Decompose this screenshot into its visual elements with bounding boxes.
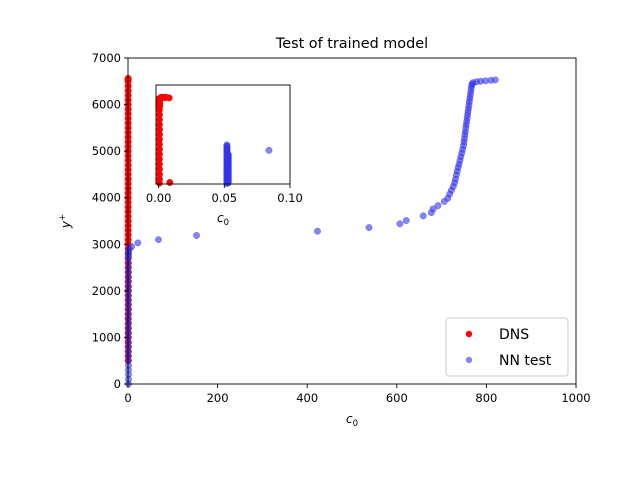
x-tick-label: 800: [475, 391, 497, 405]
inset-point-nn-test: [223, 141, 231, 149]
main-y-label-sup: +: [58, 214, 68, 221]
legend-marker-nn-test: [465, 356, 473, 364]
point-nn-test: [396, 220, 404, 228]
x-tick-label: 0: [124, 391, 131, 405]
inset-x-axis-label: c0: [217, 211, 229, 228]
main-y-axis-label: y+: [58, 214, 73, 229]
inset-plot-points: [155, 93, 273, 187]
y-tick-label: 7000: [92, 51, 121, 65]
y-tick-label: 3000: [92, 237, 121, 251]
inset-point-nn-test: [265, 146, 273, 154]
inset-background: [156, 85, 290, 184]
point-nn-test: [193, 231, 200, 239]
main-x-axis-label: c0: [346, 412, 358, 429]
x-tick-label: 600: [386, 391, 408, 405]
inset-axes-frame: [155, 84, 291, 185]
inset-point-dns: [166, 179, 174, 186]
y-tick-label: 6000: [92, 98, 121, 112]
main-x-label-sub: 0: [353, 419, 358, 429]
inset-point-dns: [165, 94, 173, 102]
legend-label-nn-test: NN test: [499, 353, 552, 369]
inset-point-nn-test: [224, 150, 232, 158]
inset-x-label-sub: 0: [224, 218, 229, 228]
inset-x-tick-label: 0.00: [146, 191, 172, 205]
y-tick-label: 4000: [92, 191, 121, 205]
y-tick-label: 1000: [92, 330, 121, 344]
point-nn-test: [434, 202, 442, 210]
point-nn-test: [491, 76, 499, 84]
point-nn-test: [402, 217, 410, 224]
main-axes-frame: [127, 57, 577, 385]
legend-marker-dns: [465, 330, 473, 338]
chart-title: Test of trained model: [275, 36, 428, 52]
main-y-ticks: 0 1000 2000 3000 4000 5000 6000 7000: [92, 51, 128, 391]
point-nn-test: [365, 224, 373, 231]
legend-label-dns: DNS: [499, 327, 529, 343]
point-nn-test: [128, 243, 136, 251]
inset-x-label-base: c: [217, 211, 224, 225]
x-tick-label: 1000: [561, 391, 590, 405]
main-x-label-base: c: [346, 412, 353, 426]
inset-x-ticks: 0.00 0.05 0.10: [146, 184, 303, 205]
point-nn-test: [429, 205, 437, 213]
point-nn-test: [134, 239, 142, 247]
main-chart: Test of trained model 0 200 400 600 800 1000 …: [58, 36, 591, 429]
legend-box: [445, 317, 569, 377]
inset-x-tick-label: 0.10: [277, 191, 303, 205]
y-tick-label: 0: [114, 377, 121, 391]
y-tick-label: 5000: [92, 144, 121, 158]
y-tick-label: 2000: [92, 284, 121, 298]
main-y-label-base: y: [59, 220, 73, 229]
point-nn-test: [419, 212, 427, 220]
x-tick-label: 200: [207, 391, 229, 405]
point-nn-test: [155, 236, 162, 244]
legend: DNS NN test: [445, 317, 569, 377]
main-x-ticks: 0 200 400 600 800 1000: [124, 384, 591, 405]
inset-x-tick-label: 0.05: [212, 191, 238, 205]
x-tick-label: 400: [296, 391, 318, 405]
inset-chart: 0.00 0.05 0.10 c0: [146, 84, 303, 228]
point-nn-test: [314, 227, 321, 235]
